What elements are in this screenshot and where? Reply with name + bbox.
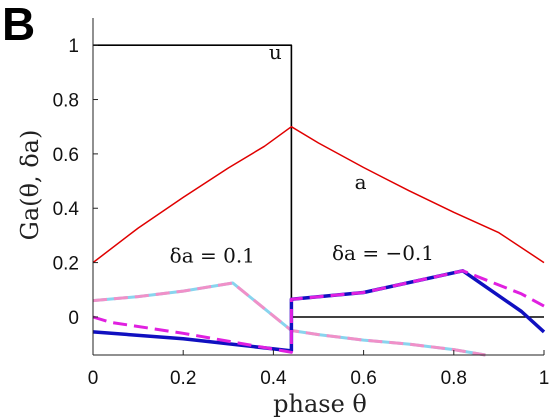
x-tick-label: 0.4 xyxy=(260,368,287,389)
y-tick-label: 0 xyxy=(68,308,79,329)
series-line-1 xyxy=(92,125,545,264)
series-line-2 xyxy=(92,281,486,357)
series-line-3 xyxy=(92,281,486,357)
annotations: u a δa = 0.1 δa = −0.1 xyxy=(170,40,434,268)
axes: 0 0.2 0.4 0.6 0.8 1 0 0.2 0.4 0.6 0.8 1 xyxy=(53,18,550,389)
x-tick-label: 1 xyxy=(539,368,550,389)
panel-label: B xyxy=(2,0,35,50)
y-axis-label: Ga(θ, δa) xyxy=(16,130,44,241)
x-tick-label: 0 xyxy=(88,368,99,389)
annotation-0: u xyxy=(269,40,282,64)
series-line-0 xyxy=(93,44,544,318)
x-tick-label: 0.8 xyxy=(441,368,467,389)
annotation-2: δa = 0.1 xyxy=(170,244,255,268)
series-line-5 xyxy=(92,269,545,354)
x-tick-label: 0.6 xyxy=(350,368,376,389)
plot-lines xyxy=(92,44,546,357)
series-line-4 xyxy=(92,269,546,353)
y-tick-label: 1 xyxy=(68,36,79,57)
y-tick-label: 0.4 xyxy=(53,199,80,220)
x-axis-label: phase θ xyxy=(273,390,367,418)
x-tick-label: 0.2 xyxy=(170,368,196,389)
y-tick-label: 0.6 xyxy=(53,145,79,166)
annotation-1: a xyxy=(355,170,367,194)
y-tick-label: 0.8 xyxy=(53,91,79,112)
y-tick-label: 0.2 xyxy=(53,254,79,275)
annotation-3: δa = −0.1 xyxy=(332,241,434,265)
